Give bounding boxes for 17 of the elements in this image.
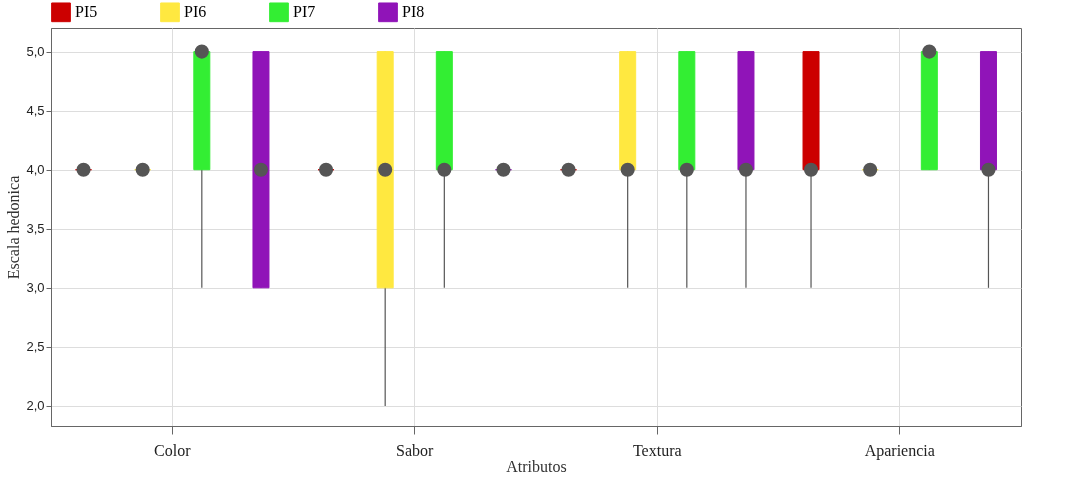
x-tick-label: Textura: [632, 441, 682, 459]
legend-label: PI8: [402, 3, 425, 21]
y-tick-label: 2,0: [26, 398, 45, 414]
y-tick-label: 3,5: [26, 221, 45, 237]
y-tick-label: 4,5: [26, 103, 45, 119]
x-axis-title: Atributos: [506, 457, 567, 475]
y-axis-title: Escala hedonica: [5, 175, 23, 280]
y-tick-label: 2,5: [26, 339, 45, 355]
y-tick-label: 4,0: [26, 162, 45, 178]
legend-label: PI5: [75, 3, 98, 21]
x-tick-label: Color: [154, 441, 192, 459]
x-tick-label: Sabor: [396, 441, 435, 459]
y-tick-label: 3,0: [26, 280, 45, 296]
legend-label: PI7: [293, 3, 316, 21]
legend-label: PI6: [184, 3, 207, 21]
y-tick-label: 5,0: [26, 44, 45, 60]
x-tick-label: Apariencia: [864, 441, 935, 460]
